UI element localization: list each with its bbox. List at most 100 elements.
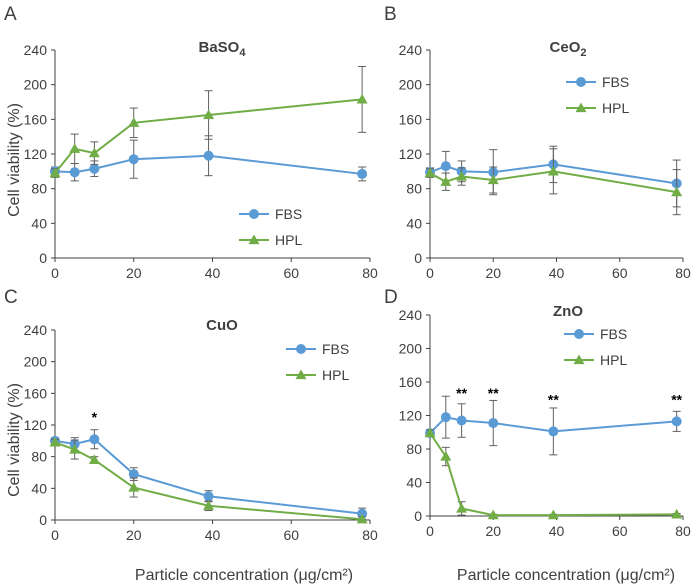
y-tick-label: 120 [24,417,48,433]
x-tick-label: 0 [51,527,59,543]
data-point-hpl [547,165,559,176]
y-tick-label: 200 [399,77,423,93]
y-tick-label: 0 [414,250,422,266]
data-point-hpl [128,117,140,127]
y-tick-label: 160 [399,374,423,390]
y-tick-label: 120 [24,146,48,162]
data-point-hpl [671,186,683,197]
x-tick-label: 80 [362,527,378,543]
y-tick-label: 0 [39,250,47,266]
y-axis-label-bottom: Cell viability (%) [6,383,23,497]
data-point-fbs [69,167,80,178]
significance-marker: ** [488,385,499,401]
y-tick-label: 40 [406,475,422,491]
y-tick-label: 160 [24,385,48,401]
significance-marker: ** [548,392,559,408]
x-tick-label: 20 [126,527,142,543]
y-tick-label: 240 [399,307,423,323]
data-point-fbs [357,168,368,179]
legend-marker-fbs [249,209,259,219]
data-point-hpl [671,508,683,519]
legend-marker-fbs [576,77,586,87]
legend-label-hpl: HPL [600,352,627,368]
y-tick-label: 200 [24,354,48,370]
x-tick-label: 60 [283,265,299,281]
data-point-fbs [89,434,100,445]
data-point-hpl [456,171,468,181]
y-axis-label-top: Cell viability (%) [6,103,23,217]
data-point-hpl [487,509,499,520]
panel-D-letter: D [384,287,398,308]
data-point-fbs [488,418,499,429]
chart-title: CeO2 [550,39,587,59]
x-tick-label: 40 [549,523,565,539]
panel-C-letter: C [4,287,18,308]
data-point-hpl [88,147,100,158]
chart-title-subscript: 2 [580,47,586,59]
data-point-hpl [547,509,559,520]
data-point-fbs [357,508,368,519]
x-tick-label: 20 [126,265,142,281]
legend-marker-hpl [248,234,260,245]
y-tick-label: 80 [406,181,422,197]
y-tick-label: 120 [399,408,423,424]
chart-title: ZnO [553,303,583,320]
x-tick-label: 60 [283,527,299,543]
legend-marker-hpl [295,369,307,380]
legend-label-fbs: FBS [275,206,302,222]
data-point-hpl [69,143,81,153]
data-point-fbs [440,161,451,172]
legend-label-hpl: HPL [602,100,629,116]
legend-marker-fbs [296,344,306,354]
significance-marker: ** [456,385,467,401]
x-tick-label: 0 [426,265,434,281]
y-tick-label: 80 [31,449,47,465]
data-point-hpl [424,427,436,438]
data-point-fbs [456,415,467,426]
legend-label-fbs: FBS [322,341,349,357]
data-point-hpl [69,444,81,454]
x-tick-label: 0 [51,265,59,281]
data-point-fbs [128,469,139,480]
data-point-hpl [356,93,368,104]
data-point-hpl [49,167,61,178]
x-axis-label-right: Particle concentration (μg/cm²) [457,567,675,584]
x-tick-label: 80 [362,265,378,281]
x-tick-label: 40 [549,265,565,281]
y-tick-label: 40 [31,215,47,231]
data-point-fbs [440,412,451,423]
panel-B: 0 40 80 120 160 200 240 0 20 40 60 80 CeO2 FBS HPL [399,39,691,281]
data-point-hpl [424,167,436,178]
panel-A: 0 40 80 120 160 200 240 0 20 40 60 80 BaSO4 FBS HPL [24,39,378,281]
data-point-hpl [88,454,100,464]
x-tick-label: 60 [612,523,628,539]
y-tick-label: 240 [24,42,48,58]
data-point-hpl [203,500,215,510]
panel-B-letter: B [384,4,397,25]
x-axis-label-left: Particle concentration (μg/cm²) [135,567,353,584]
series-line-hpl [429,432,677,517]
legend-marker-fbs [574,329,584,339]
data-point-fbs [548,426,559,437]
data-point-hpl [440,176,452,186]
data-point-hpl [128,482,140,492]
data-point-hpl [203,109,215,120]
legend-label-fbs: FBS [600,326,627,342]
y-tick-label: 0 [414,508,422,524]
significance-marker: ** [671,392,682,408]
y-tick-label: 0 [39,512,47,528]
legend-label-fbs: FBS [602,74,629,90]
y-tick-label: 240 [24,322,48,338]
panel-C: 0 40 80 120 160 200 240 0 20 40 60 80 CuO * FBS HPL [24,317,378,543]
chart-title: BaSO4 [199,39,247,59]
data-point-hpl [487,174,499,185]
x-tick-label: 20 [485,523,501,539]
significance-marker: * [92,409,98,425]
data-point-hpl [356,513,368,524]
legend-label-hpl: HPL [322,367,349,383]
data-point-fbs [203,150,214,161]
data-point-hpl [456,502,468,513]
y-tick-label: 80 [31,181,47,197]
panel-A-letter: A [4,4,17,25]
